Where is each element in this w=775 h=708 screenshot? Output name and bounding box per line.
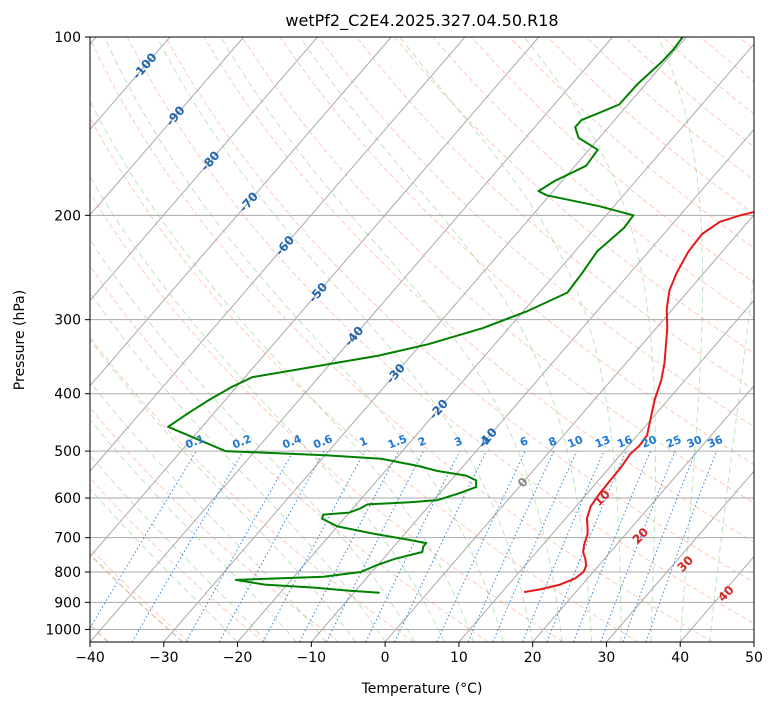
sounding-profiles [167,37,754,594]
x-tick-label: 30 [598,650,616,666]
moist-adiabat [90,100,475,642]
mixing-ratio-line [645,450,717,642]
y-tick-label: 900 [54,595,81,611]
plot-area: 0.1 0.2 0.4 0.6 1 1.5 2 3 4 6 8 10 13 16 20 25 30 36-100-… [90,37,754,642]
x-tick-label: −30 [149,650,179,666]
moist-adiabat [90,454,268,642]
mixing-ratio-label: 3 [452,434,464,449]
mixing-ratio-label: 20 [640,433,659,451]
mixing-ratio-label: 30 [685,433,704,451]
moist-adiabat [299,37,593,642]
isotherm-line [163,37,687,642]
mixing-ratio-label: 10 [566,433,585,451]
y-tick-label: 100 [54,30,81,46]
moist-adiabat [90,418,297,642]
dry-adiabat [90,192,564,642]
mixing-ratio-line [218,450,325,642]
moist-adiabat [90,338,356,642]
moist-adiabat [103,37,504,642]
isotherm-line [90,37,466,472]
mixing-ratio-label: 25 [664,433,683,451]
dry-adiabat [90,406,339,642]
mixing-ratio-line [573,450,651,642]
isotherms [90,37,754,642]
temperature-profile [523,210,754,594]
y-axis-label: Pressure (hPa) [12,290,28,390]
mixing-ratio-line [325,450,424,642]
x-tick-label: 0 [381,650,390,666]
mixing-ratio-line [467,450,555,642]
moist-adiabat [524,37,656,642]
dry-adiabat [90,116,639,642]
mixing-ratio-line [262,450,366,642]
isotherm-line [532,384,754,642]
moist-adiabat [90,292,386,642]
x-tick-label: −40 [75,650,105,666]
mixing-ratio-label: 36 [706,433,725,451]
y-axis-ticks: 100 200 300 400 500 600 700 800 900 1000 [45,30,90,638]
isotherm-line [90,37,540,558]
moist-adiabat [657,37,704,642]
x-tick-label: −10 [297,650,327,666]
mixing-ratio-line [600,450,676,642]
chart-title: wetPf2_C2E4.2025.327.04.50.R18 [285,11,558,31]
moist-adiabat [156,37,534,642]
x-axis-label: Temperature (°C) [361,681,483,697]
y-tick-label: 700 [54,531,81,547]
y-tick-label: 800 [54,565,81,581]
isotherm-line [90,37,392,387]
mixing-ratio-label: 2 [416,434,428,449]
y-tick-label: 600 [54,491,81,507]
x-tick-label: 50 [745,650,763,666]
isotherm-line [90,37,613,642]
isotherm-line [458,299,754,642]
mixing-ratio-line [365,450,461,642]
isotherm-line [237,43,754,642]
moist-adiabat [709,267,754,642]
isotherm-line [606,470,754,642]
dry-adiabat [90,477,265,642]
dry-adiabat [126,37,754,624]
dry-adiabat [394,37,754,355]
moist-adiabat [220,37,563,642]
y-tick-label: 500 [54,444,81,460]
y-tick-label: 300 [54,313,81,329]
dry-adiabat [279,37,754,466]
dry-adiabat [165,37,754,583]
moist-adiabat [90,176,445,642]
x-axis-ticks: −40 −30 −20 −10 0 10 20 30 40 50 [75,642,763,666]
plot-frame [89,36,755,643]
x-tick-label: 10 [450,650,468,666]
mixing-ratio-label: 13 [593,433,612,451]
mixing-ratio-line [492,450,578,642]
y-tick-label: 1000 [45,622,81,638]
isotherm-line [90,37,245,216]
y-tick-label: 200 [54,208,81,224]
mixing-ratio-line [185,450,294,642]
moist-adiabat [399,37,622,642]
x-tick-label: 20 [524,650,542,666]
isotherm-line [90,37,318,302]
mixing-ratio-label: 8 [547,434,559,449]
mixing-ratio-line [546,450,627,642]
x-tick-label: −20 [223,650,253,666]
mixing-ratio-line [622,450,697,642]
mixing-ratio-label: 1 [358,434,370,449]
y-tick-label: 400 [54,387,81,403]
mixing-ratio-label: 16 [615,433,634,451]
mixing-ratio-line [522,450,605,642]
moist-adiabat [90,380,327,642]
dry-adiabat [356,37,754,391]
dry-adiabat [241,37,754,504]
x-tick-label: 40 [671,650,689,666]
dry-adiabat [90,265,489,642]
dewpoint-profile [167,37,684,594]
isotherm-line [310,128,754,642]
isotherm-line [384,214,754,642]
pressure-gridlines [90,37,754,630]
mixing-ratio-lines [90,450,717,642]
